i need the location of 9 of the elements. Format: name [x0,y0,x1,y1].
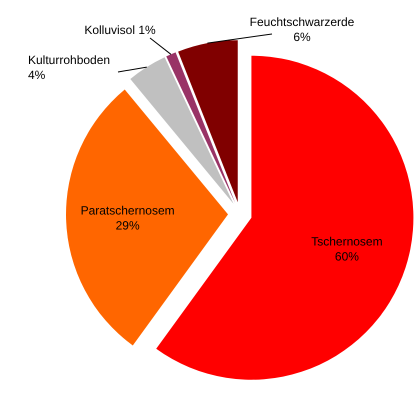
slice-label: Tschernosem [311,234,383,249]
data-label: 6% [293,30,311,44]
slice-label: Kulturrohboden [28,53,110,67]
data-label: 29% [116,218,140,233]
data-label: 4% [28,68,46,82]
slice-label: Feuchtschwarzerde [250,15,355,29]
data-label: 60% [334,250,360,264]
slice-label: Kolluvisol 1% [84,23,156,37]
slice-label: Paratschernosem [80,204,175,218]
